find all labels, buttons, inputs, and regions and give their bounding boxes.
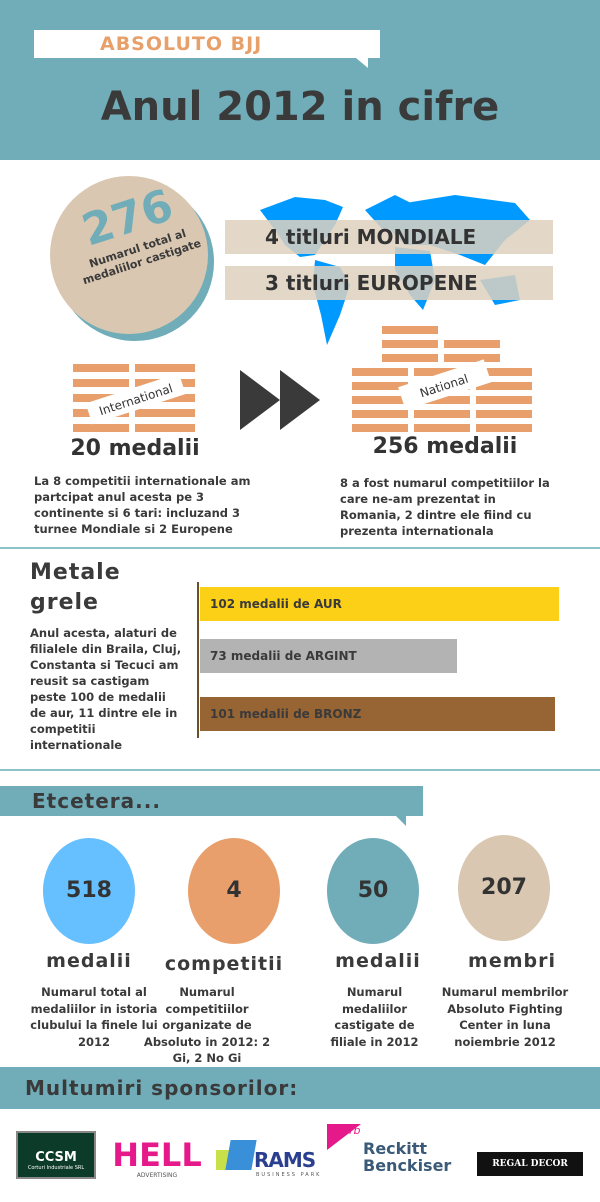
stat-desc: Numarul membrilor Absoluto Fighting Cent… (441, 985, 569, 1049)
stat-label: medalii (335, 950, 421, 972)
etc-bar-tail (396, 816, 406, 826)
divider (0, 547, 600, 549)
hell-logo-sub: ADVERTISING (136, 1172, 178, 1179)
international-bricks-icon: International (73, 364, 195, 432)
reckitt-logo: rb Reckitt Benckiser (327, 1124, 462, 1186)
hell-logo-name: HELL (112, 1136, 202, 1174)
stat-circle: 4 (188, 838, 280, 944)
rams-logo: RAMS BUSINESS PARK (216, 1140, 326, 1202)
stat-circle: 207 (458, 835, 550, 941)
metals-title-line1: Metale (30, 560, 121, 585)
national-text: 8 a fost numarul competitiilor la care n… (340, 476, 550, 538)
rams-logo-name: RAMS (254, 1148, 316, 1172)
arrow-icon (280, 370, 320, 430)
international-medals: 20 medalii (70, 436, 200, 461)
rb-logo-mark: rb (349, 1124, 361, 1137)
chart-axis (197, 582, 199, 738)
bar-gold: 102 medalii de AUR (200, 587, 559, 621)
hell-logo: HELL ADVERTISING (112, 1138, 202, 1200)
stat-circle: 50 (327, 838, 419, 944)
bar-bronze: 101 medalii de BRONZ (200, 697, 556, 731)
national-medals: 256 medalii (372, 434, 518, 459)
header (0, 0, 600, 160)
ccsm-logo-name: CCSM (35, 1150, 77, 1165)
reckitt-logo-name: Reckitt Benckiser (363, 1139, 452, 1175)
etc-title: Etcetera... (0, 786, 423, 816)
total-medals-circle (50, 176, 208, 334)
arrow-icon (240, 370, 280, 430)
divider (0, 769, 600, 771)
page-title: Anul 2012 in cifre (100, 84, 500, 130)
stat-desc: Numarul competitiilor organizate de Abso… (143, 985, 271, 1065)
ccsm-logo-sub: Corturi Industriale SRL (27, 1165, 85, 1171)
metals-title: Metale grele (30, 558, 121, 618)
stat-circle: 518 (43, 838, 135, 944)
regal-decor-logo: REGAL DECOR (477, 1152, 583, 1176)
national-bricks-icon: National (352, 326, 532, 432)
bar-silver: 73 medalii de ARGINT (200, 639, 457, 673)
stat-label: competitii (164, 953, 284, 975)
rb-logo-shape (327, 1124, 361, 1150)
stat-label: membri (468, 950, 556, 972)
rams-logo-sub: BUSINESS PARK (256, 1172, 322, 1178)
europe-titles-banner: 3 titluri EUROPENE (225, 266, 553, 300)
stat-desc: Numarul medaliilor castigate de filiale … (330, 985, 419, 1049)
banner-tail (356, 58, 368, 68)
stat-desc: Numarul total al medaliilor in istoria c… (30, 985, 158, 1049)
metals-title-line2: grele (30, 590, 99, 615)
world-titles-banner: 4 titluri MONDIALE (225, 220, 553, 254)
rams-logo-shape (225, 1140, 257, 1170)
brand-banner: ABSOLUTO BJJ (34, 30, 380, 58)
sponsors-title: Multumiri sponsorilor: (0, 1067, 600, 1109)
metals-text: Anul acesta, alaturi de filialele din Br… (30, 626, 182, 752)
international-text: La 8 competitii internationale am partci… (34, 474, 251, 536)
ccsm-logo: CCSM Corturi Industriale SRL (16, 1131, 96, 1179)
stat-label: medalii (46, 950, 132, 972)
